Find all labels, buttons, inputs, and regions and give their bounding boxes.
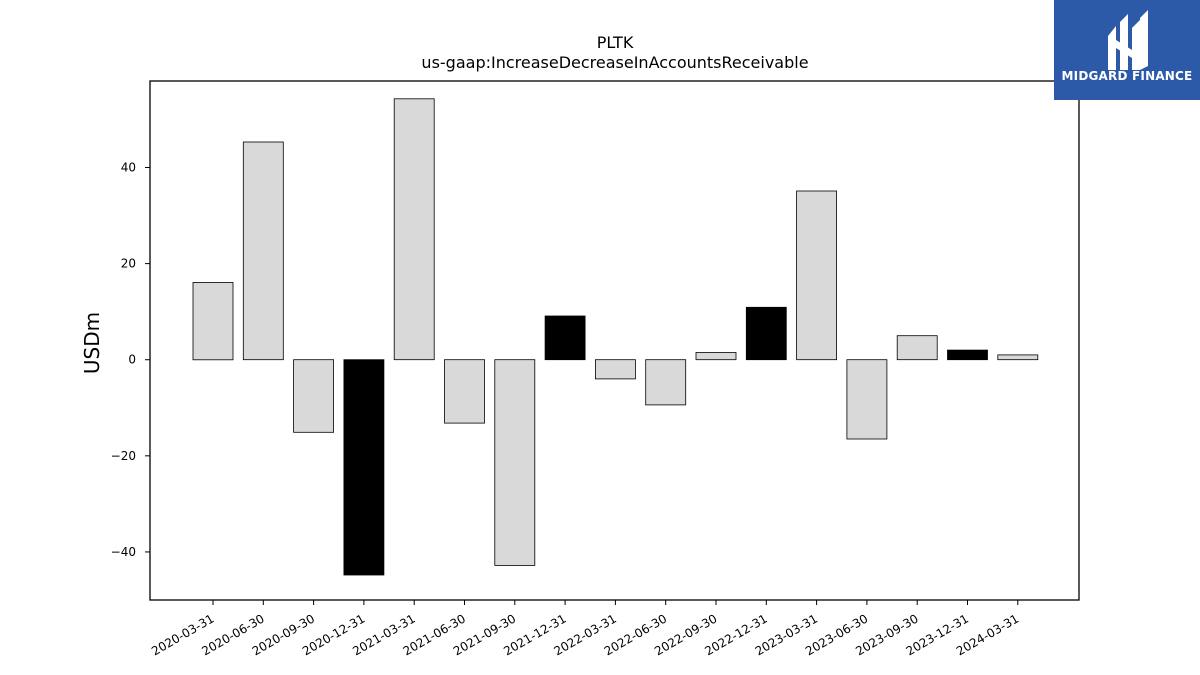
bar-2020-09-30 xyxy=(293,359,335,433)
y-tick-label: 20 xyxy=(121,257,136,271)
x-ticks-group: 2020-03-312020-06-302020-09-302020-12-31… xyxy=(149,600,1021,658)
logo-mark-icon xyxy=(1108,10,1148,70)
y-axis-label: USDm xyxy=(80,312,104,374)
bar-2021-12-31 xyxy=(544,315,586,361)
bar-2022-03-31 xyxy=(595,359,636,380)
bar-2020-06-30 xyxy=(242,141,284,361)
bar-2023-09-30 xyxy=(896,335,938,361)
bar-2022-09-30 xyxy=(695,352,737,361)
bar-2020-03-31 xyxy=(192,281,234,361)
chart-title: PLTK xyxy=(597,33,634,52)
bar-2023-06-30 xyxy=(846,359,888,440)
plot-frame xyxy=(149,80,1080,601)
y-ticks-group: −40 −20 0 20 40 xyxy=(111,161,150,559)
bar-2022-06-30 xyxy=(645,359,687,406)
y-tick-label: −20 xyxy=(111,449,136,463)
bars-group xyxy=(192,98,1039,576)
bar-2021-09-30 xyxy=(494,359,536,566)
bar-2021-06-30 xyxy=(444,359,485,424)
midgard-finance-logo: MIDGARD FINANCE xyxy=(1054,0,1200,100)
bar-2020-12-31 xyxy=(343,359,385,576)
y-tick-label: 0 xyxy=(128,353,136,367)
bar-2023-03-31 xyxy=(796,190,837,361)
bar-2021-03-31 xyxy=(393,98,435,361)
y-tick-label: 40 xyxy=(121,161,136,175)
y-tick-label: −40 xyxy=(111,545,136,559)
bar-2023-12-31 xyxy=(947,349,988,361)
bar-2022-12-31 xyxy=(745,306,787,361)
chart-subtitle: us-gaap:IncreaseDecreaseInAccountsReceiv… xyxy=(421,53,808,72)
bar-2024-03-31 xyxy=(997,354,1039,361)
logo-text: MIDGARD FINANCE xyxy=(1061,69,1193,83)
